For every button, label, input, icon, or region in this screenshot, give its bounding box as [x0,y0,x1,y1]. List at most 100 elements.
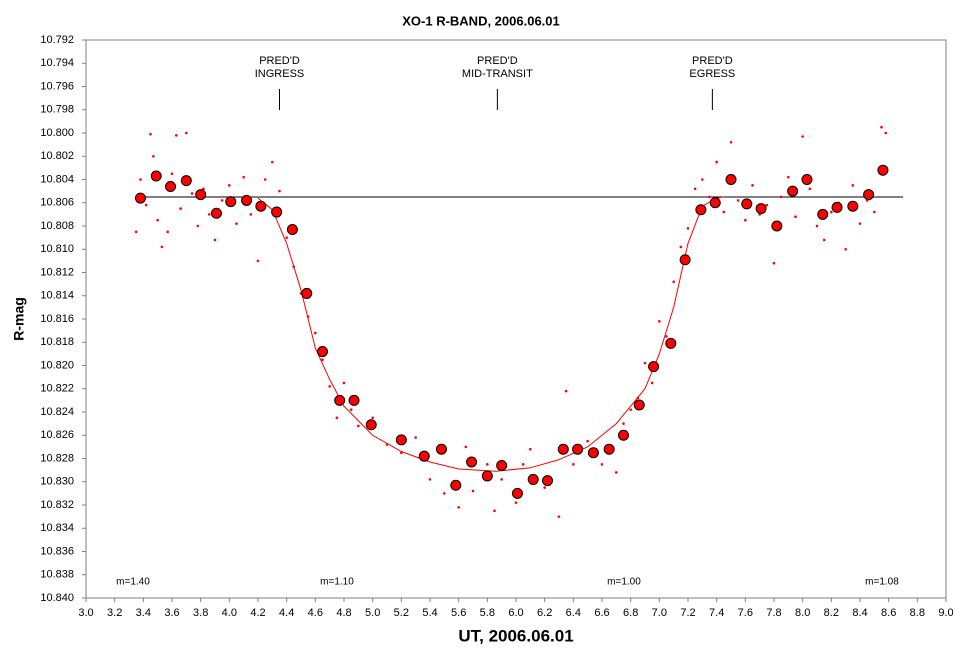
annotation-text: PRED'D [259,55,300,67]
x-tick-label: 6.8 [623,607,638,619]
binned-point [633,399,645,411]
binned-point [572,443,584,455]
binned-point [648,361,660,373]
raw-point [765,203,769,207]
raw-point [808,187,812,191]
raw-point [149,132,152,136]
y-tick-label: 10.802 [40,150,74,162]
binned-point [150,170,162,182]
binned-point [877,164,889,176]
raw-point [722,210,726,214]
binned-point [603,443,615,455]
y-tick-label: 10.808 [40,220,74,232]
binned-point [165,180,177,192]
binned-point [435,443,447,455]
y-tick-label: 10.804 [40,173,74,185]
x-tick-label: 6.6 [594,607,609,619]
y-tick-label: 10.832 [40,499,74,511]
binned-point [817,208,829,220]
binned-point [542,475,554,487]
raw-point [665,335,668,338]
raw-point [342,381,346,385]
x-tick-label: 3.6 [164,607,179,619]
x-tick-label: 9.0 [938,607,953,619]
raw-point [349,408,353,411]
x-tick-label: 4.6 [308,607,323,619]
x-tick-label: 5.4 [422,607,437,619]
raw-point [314,331,317,335]
binned-point [801,174,813,185]
raw-point [521,463,525,466]
raw-point [471,489,475,493]
airmass-note: m=1.40 [116,577,150,588]
binned-point [481,470,493,482]
binned-point [665,337,677,349]
x-tick-label: 3.0 [78,607,93,619]
binned-point [180,175,192,187]
raw-point [615,471,618,474]
raw-point [144,203,148,207]
binned-point [365,419,377,431]
binned-point [587,447,599,459]
y-tick-label: 10.838 [40,569,74,581]
binned-point [741,198,753,210]
raw-point [787,175,790,179]
binned-point [695,204,707,216]
x-tick-label: 5.0 [365,607,380,619]
x-tick-label: 6.2 [537,607,552,619]
binned-point [450,479,462,491]
binned-point [286,223,298,235]
raw-point [500,478,503,481]
raw-point [672,280,675,284]
x-tick-label: 4.0 [222,607,237,619]
raw-point [321,358,324,361]
binned-point [557,443,569,455]
raw-point [572,463,575,466]
annotation-text: EGRESS [689,68,735,80]
raw-point [156,218,159,222]
binned-point [134,192,146,204]
y-tick-label: 10.800 [40,127,74,139]
raw-point [736,199,740,202]
y-tick-label: 10.816 [40,313,74,325]
raw-point [190,192,194,195]
raw-point [880,125,883,129]
y-tick-label: 10.822 [40,383,74,395]
x-tick-label: 8.6 [881,607,896,619]
raw-point [858,222,862,225]
raw-point [134,230,138,234]
raw-point [701,178,704,181]
y-tick-label: 10.796 [40,80,74,92]
binned-point [466,456,478,468]
raw-point [271,160,274,164]
raw-point [335,416,339,420]
x-tick-label: 8.2 [824,607,839,619]
x-tick-label: 5.6 [451,607,466,619]
x-tick-label: 5.2 [394,607,409,619]
x-tick-label: 3.4 [136,607,151,619]
binned-point [348,394,360,406]
binned-point [618,429,629,441]
raw-point [256,259,260,263]
y-tick-label: 10.830 [40,476,74,488]
raw-point [643,361,647,365]
y-tick-label: 10.794 [40,57,74,69]
raw-point [801,135,804,138]
raw-point [457,506,460,509]
x-tick-label: 7.4 [709,607,724,619]
binned-point [679,254,691,266]
raw-point [152,154,155,158]
raw-point [715,160,718,164]
raw-point [557,515,561,518]
binned-point [787,185,799,197]
y-tick-label: 10.836 [40,545,74,557]
binned-point [210,207,222,219]
raw-point [514,501,518,504]
raw-point [794,215,797,218]
raw-point [213,238,217,242]
x-tick-label: 4.8 [336,607,351,619]
raw-point [844,247,847,251]
x-tick-label: 6.4 [566,607,581,619]
